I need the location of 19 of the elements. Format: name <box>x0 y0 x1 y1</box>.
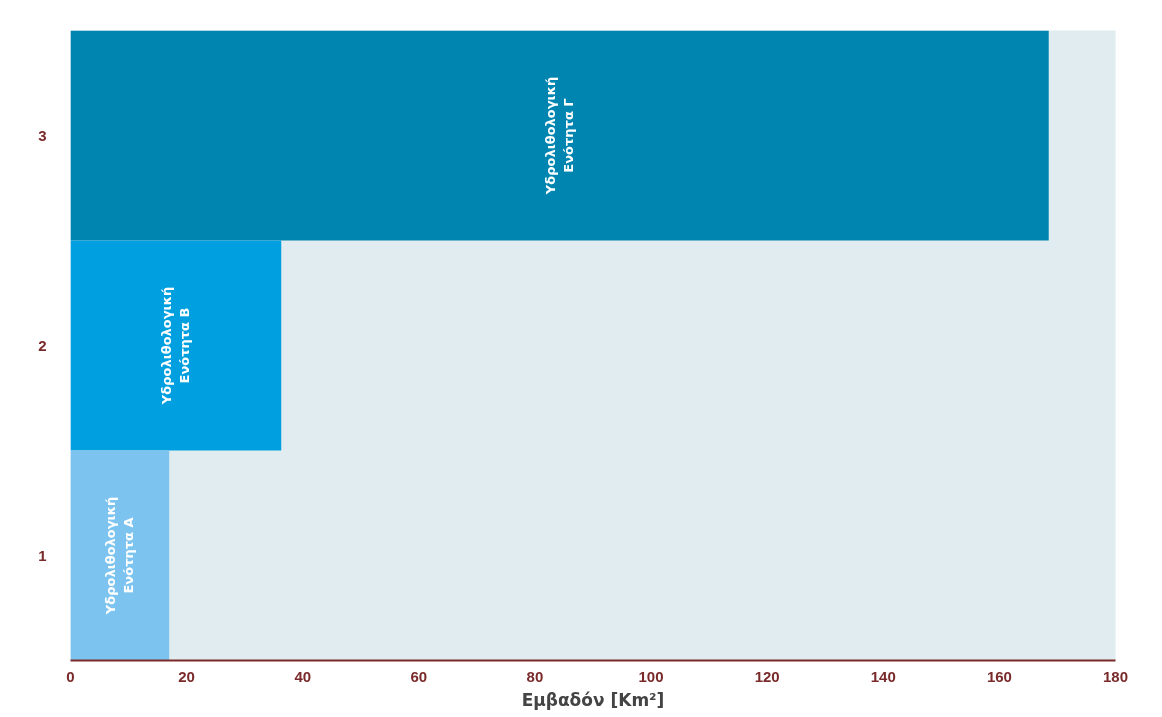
x-tick-label: 120 <box>754 667 780 685</box>
x-tick-label: 40 <box>294 667 312 685</box>
annotation: Υδρολιθολογική Ενότητα Γ <box>543 76 577 196</box>
x-tick-label: 60 <box>410 667 428 685</box>
y-tick-label: 3 <box>38 126 47 144</box>
bar <box>70 450 170 661</box>
x-tick-label: 0 <box>66 667 75 685</box>
x-tick-label: 20 <box>178 667 195 685</box>
bar <box>70 240 282 451</box>
x-tick-label: 180 <box>1102 667 1129 685</box>
x-tick-label: 140 <box>870 667 896 685</box>
x-tick-label: 160 <box>986 667 1012 685</box>
x-axis-title: Εμβαδόν [Km²] <box>521 689 665 710</box>
x-tick-label: 100 <box>638 667 664 685</box>
annotation: Υδρολιθολογική Ενότητα Β <box>159 286 193 406</box>
annotation: Υδρολιθολογική Ενότητα Α <box>103 496 137 616</box>
y-tick-label: 1 <box>38 546 47 564</box>
y-tick-label: 2 <box>38 336 47 354</box>
x-tick-label: 80 <box>526 667 544 685</box>
